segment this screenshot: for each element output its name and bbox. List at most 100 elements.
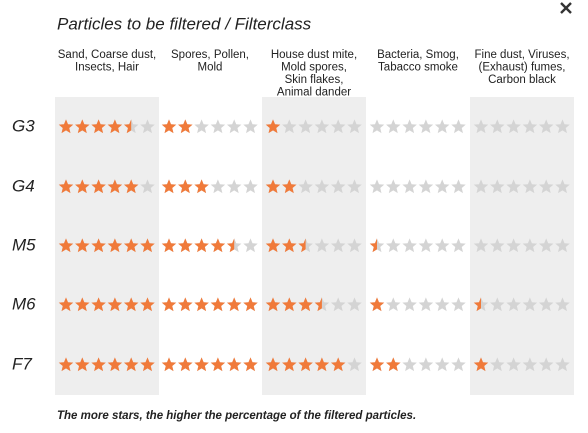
star-empty	[538, 238, 554, 253]
star-filled	[265, 238, 281, 253]
star-filled	[226, 357, 242, 372]
star-empty	[243, 238, 258, 253]
star-empty	[330, 119, 346, 134]
star-filled	[282, 357, 297, 372]
column-background	[470, 97, 574, 395]
star-filled	[58, 238, 74, 253]
column-header: Mold	[198, 62, 223, 74]
star-filled	[473, 357, 489, 372]
star-empty	[347, 119, 362, 134]
star-empty	[386, 179, 401, 194]
close-button[interactable]	[560, 2, 572, 14]
star-empty	[506, 297, 521, 312]
star-filled	[194, 179, 209, 194]
star-filled	[369, 357, 385, 372]
column-header: (Exhaust) fumes,	[479, 62, 566, 74]
column-background	[262, 97, 366, 395]
star-empty	[282, 119, 297, 134]
star-filled	[243, 357, 258, 372]
star-rating	[369, 119, 466, 134]
star-filled	[282, 179, 297, 194]
star-rating	[161, 357, 258, 372]
star-filled	[282, 238, 297, 253]
star-filled	[210, 238, 226, 253]
column-header: Carbon black	[488, 74, 556, 86]
star-filled	[369, 297, 385, 312]
star-empty	[402, 357, 417, 372]
star-rating	[369, 238, 466, 253]
row-label: F7	[12, 354, 32, 373]
star-filled	[194, 357, 209, 372]
star-filled	[91, 119, 106, 134]
star-empty	[506, 179, 521, 194]
star-rating	[58, 357, 155, 372]
title: Particles to be filtered / Filterclass	[57, 14, 312, 33]
star-filled	[473, 297, 481, 312]
star-filled	[91, 238, 106, 253]
star-empty	[490, 238, 505, 253]
star-empty	[555, 119, 570, 134]
star-rating	[161, 238, 258, 253]
star-rating	[265, 179, 362, 194]
star-empty	[555, 297, 570, 312]
star-empty	[418, 179, 434, 194]
star-empty	[314, 179, 330, 194]
star-filled	[58, 119, 74, 134]
star-filled	[194, 238, 209, 253]
star-empty	[473, 179, 489, 194]
star-empty	[451, 238, 466, 253]
star-empty	[506, 238, 521, 253]
star-filled	[75, 238, 90, 253]
star-filled	[123, 297, 139, 312]
star-filled	[194, 297, 209, 312]
star-empty	[522, 357, 538, 372]
star-empty	[473, 119, 489, 134]
star-empty	[369, 119, 385, 134]
star-empty	[555, 179, 570, 194]
star-filled	[161, 119, 177, 134]
star-empty	[386, 297, 401, 312]
star-filled	[178, 119, 193, 134]
star-empty	[451, 297, 466, 312]
star-filled	[178, 179, 193, 194]
star-filled	[107, 179, 123, 194]
row-label: G3	[12, 116, 35, 135]
star-filled	[314, 297, 322, 312]
star-filled	[107, 238, 123, 253]
star-empty	[473, 238, 489, 253]
star-empty	[434, 297, 450, 312]
star-filled	[107, 297, 123, 312]
star-empty	[490, 119, 505, 134]
star-empty	[347, 357, 362, 372]
row-label: M6	[12, 294, 36, 313]
column-header: House dust mite,	[271, 49, 357, 61]
footer: The more stars, the higher the percentag…	[57, 410, 416, 422]
star-filled	[140, 297, 155, 312]
star-empty	[369, 179, 385, 194]
star-rating	[58, 119, 155, 134]
star-rating	[58, 238, 155, 253]
star-empty	[194, 119, 209, 134]
star-filled	[75, 357, 90, 372]
star-empty	[298, 179, 313, 194]
row-label: G4	[12, 176, 35, 195]
star-empty	[140, 119, 155, 134]
star-empty	[506, 119, 521, 134]
star-empty	[314, 119, 330, 134]
star-rating	[369, 357, 466, 372]
star-rating	[473, 297, 570, 312]
star-rating	[473, 357, 570, 372]
star-rating	[265, 119, 362, 134]
star-empty	[451, 179, 466, 194]
star-empty	[451, 357, 466, 372]
star-empty	[522, 297, 538, 312]
star-empty	[490, 297, 505, 312]
star-filled	[140, 357, 155, 372]
star-rating	[161, 297, 258, 312]
star-rating	[58, 297, 155, 312]
star-empty	[330, 179, 346, 194]
column-header: Animal dander	[277, 87, 351, 99]
star-empty	[386, 238, 401, 253]
star-filled	[58, 297, 74, 312]
